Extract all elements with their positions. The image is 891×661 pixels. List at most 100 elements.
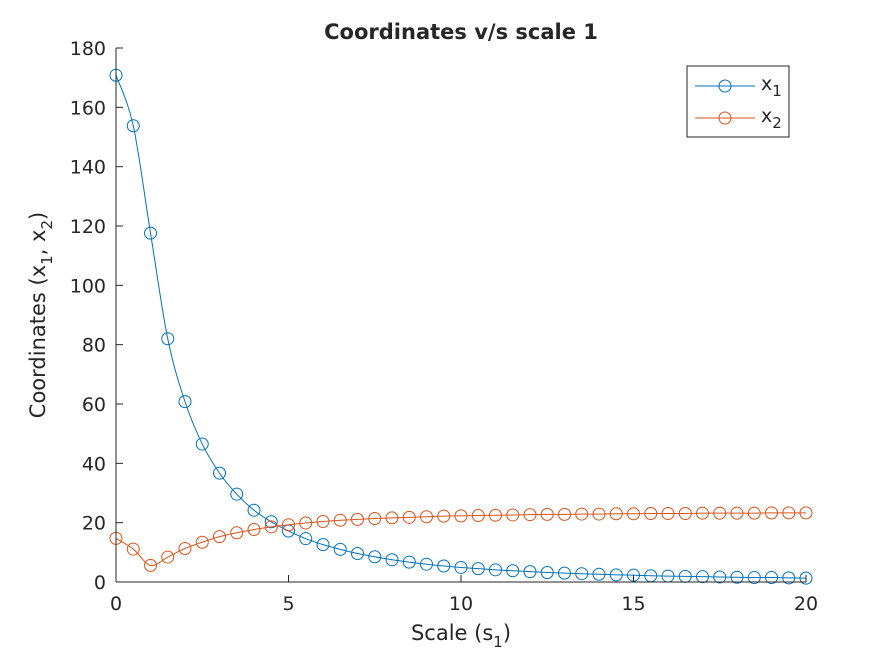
series-line-x1: [115, 75, 807, 579]
data-point-x2: [713, 506, 727, 520]
data-point-x2: [782, 506, 796, 520]
data-point-x1: [368, 550, 382, 564]
data-point-x2: [437, 509, 451, 523]
y-tick-label: 120: [70, 216, 106, 238]
data-point-x2: [558, 507, 571, 521]
data-point-x2: [333, 513, 347, 527]
data-point-x1: [178, 395, 192, 409]
data-point-x1: [402, 555, 416, 569]
data-point-x2: [506, 508, 520, 522]
data-point-x1: [730, 570, 744, 584]
y-tick-label: 100: [70, 275, 106, 297]
data-point-x1: [351, 547, 364, 561]
x-axis-label-main: Scale (s: [411, 621, 493, 645]
data-point-x1: [558, 566, 571, 580]
y-tick-label: 0: [94, 572, 106, 594]
x-tick-label: 5: [282, 593, 294, 615]
data-point-x1: [799, 571, 813, 585]
data-point-x1: [592, 567, 606, 581]
data-point-x2: [765, 506, 778, 520]
data-point-x1: [489, 563, 502, 577]
series-layer: [109, 68, 813, 585]
data-point-x2: [230, 526, 244, 540]
data-point-x1: [126, 119, 140, 133]
x-axis-label-sub: 1: [493, 633, 503, 651]
x-tick-label: 20: [794, 593, 818, 615]
data-point-x2: [592, 507, 606, 521]
data-point-x2: [282, 518, 295, 532]
x-tick-label: 0: [110, 593, 122, 615]
legend-label-x1: x1: [761, 73, 782, 100]
y-tick-label: 140: [70, 157, 106, 179]
legend-label-x2-sub: 2: [772, 114, 782, 132]
legend-label-x2: x2: [761, 105, 782, 132]
data-point-x1: [385, 553, 399, 567]
x-tick-label: 10: [449, 593, 473, 615]
data-point-x2: [489, 508, 502, 522]
data-point-x2: [609, 507, 623, 521]
x-axis-label-end: ): [503, 621, 511, 645]
legend-label-x2-main: x: [761, 105, 772, 127]
x-axis-label: Scale (s1): [411, 621, 511, 651]
chart-title: Coordinates v/s scale 1: [324, 20, 598, 44]
y-tick-label: 180: [70, 38, 106, 60]
data-point-x2: [678, 506, 692, 520]
data-point-x2: [126, 542, 140, 556]
data-point-x2: [316, 514, 330, 528]
y-axis-label-part-1: Coordinates (x: [26, 265, 50, 418]
data-point-x1: [575, 567, 589, 581]
legend-marker-x2: [718, 111, 732, 125]
legend: x1 x2: [686, 65, 790, 138]
data-point-x1: [540, 566, 554, 580]
data-point-x2: [351, 512, 364, 526]
data-point-x2: [368, 512, 382, 526]
legend-label-x1-sub: 1: [772, 82, 782, 100]
data-point-x2: [299, 516, 313, 530]
data-point-x2: [661, 506, 675, 520]
y-tick-label: 40: [82, 453, 106, 475]
legend-marker-x1: [718, 79, 732, 93]
data-point-x1: [299, 532, 313, 546]
y-axis-label-sub-1: 1: [38, 255, 56, 265]
y-axis-label-sub-2: 2: [38, 220, 56, 230]
series-line-x2: [115, 512, 806, 567]
data-point-x2: [471, 509, 485, 523]
data-point-x2: [195, 535, 209, 549]
data-point-x1: [782, 571, 796, 585]
data-point-x2: [627, 507, 640, 521]
y-tick-label: 20: [82, 513, 106, 535]
y-axis-label-part-2: , x: [26, 230, 50, 256]
data-point-x2: [402, 510, 416, 524]
y-ticks: 0 20 40 60 80 100 120 140 160 180: [70, 38, 123, 594]
legend-label-x1-main: x: [761, 73, 772, 95]
data-point-x1: [609, 568, 623, 582]
data-point-x1: [713, 570, 727, 584]
data-point-x2: [696, 506, 709, 520]
data-point-x1: [213, 466, 226, 480]
data-point-x2: [213, 530, 226, 544]
data-point-x1: [144, 226, 157, 240]
data-point-x1: [247, 503, 261, 517]
data-point-x1: [161, 332, 175, 346]
data-point-x1: [696, 570, 709, 584]
y-tick-label: 160: [70, 97, 106, 119]
data-point-x2: [247, 522, 261, 536]
data-point-x1: [437, 559, 451, 573]
data-point-x2: [747, 506, 761, 520]
data-point-x2: [575, 507, 589, 521]
y-axis-label-part-3: ): [26, 212, 50, 220]
data-point-x1: [765, 571, 778, 585]
data-point-x2: [644, 506, 658, 520]
data-point-x2: [161, 550, 175, 564]
data-point-x1: [333, 542, 347, 556]
data-point-x2: [264, 520, 278, 534]
y-tick-label: 60: [82, 394, 106, 416]
data-point-x2: [420, 510, 433, 524]
y-tick-label: 80: [82, 335, 106, 357]
data-point-x1: [230, 487, 244, 501]
data-point-x2: [540, 507, 554, 521]
data-point-x1: [454, 560, 468, 574]
data-point-x1: [506, 564, 520, 578]
data-point-x2: [144, 558, 157, 572]
data-point-x1: [264, 515, 278, 529]
